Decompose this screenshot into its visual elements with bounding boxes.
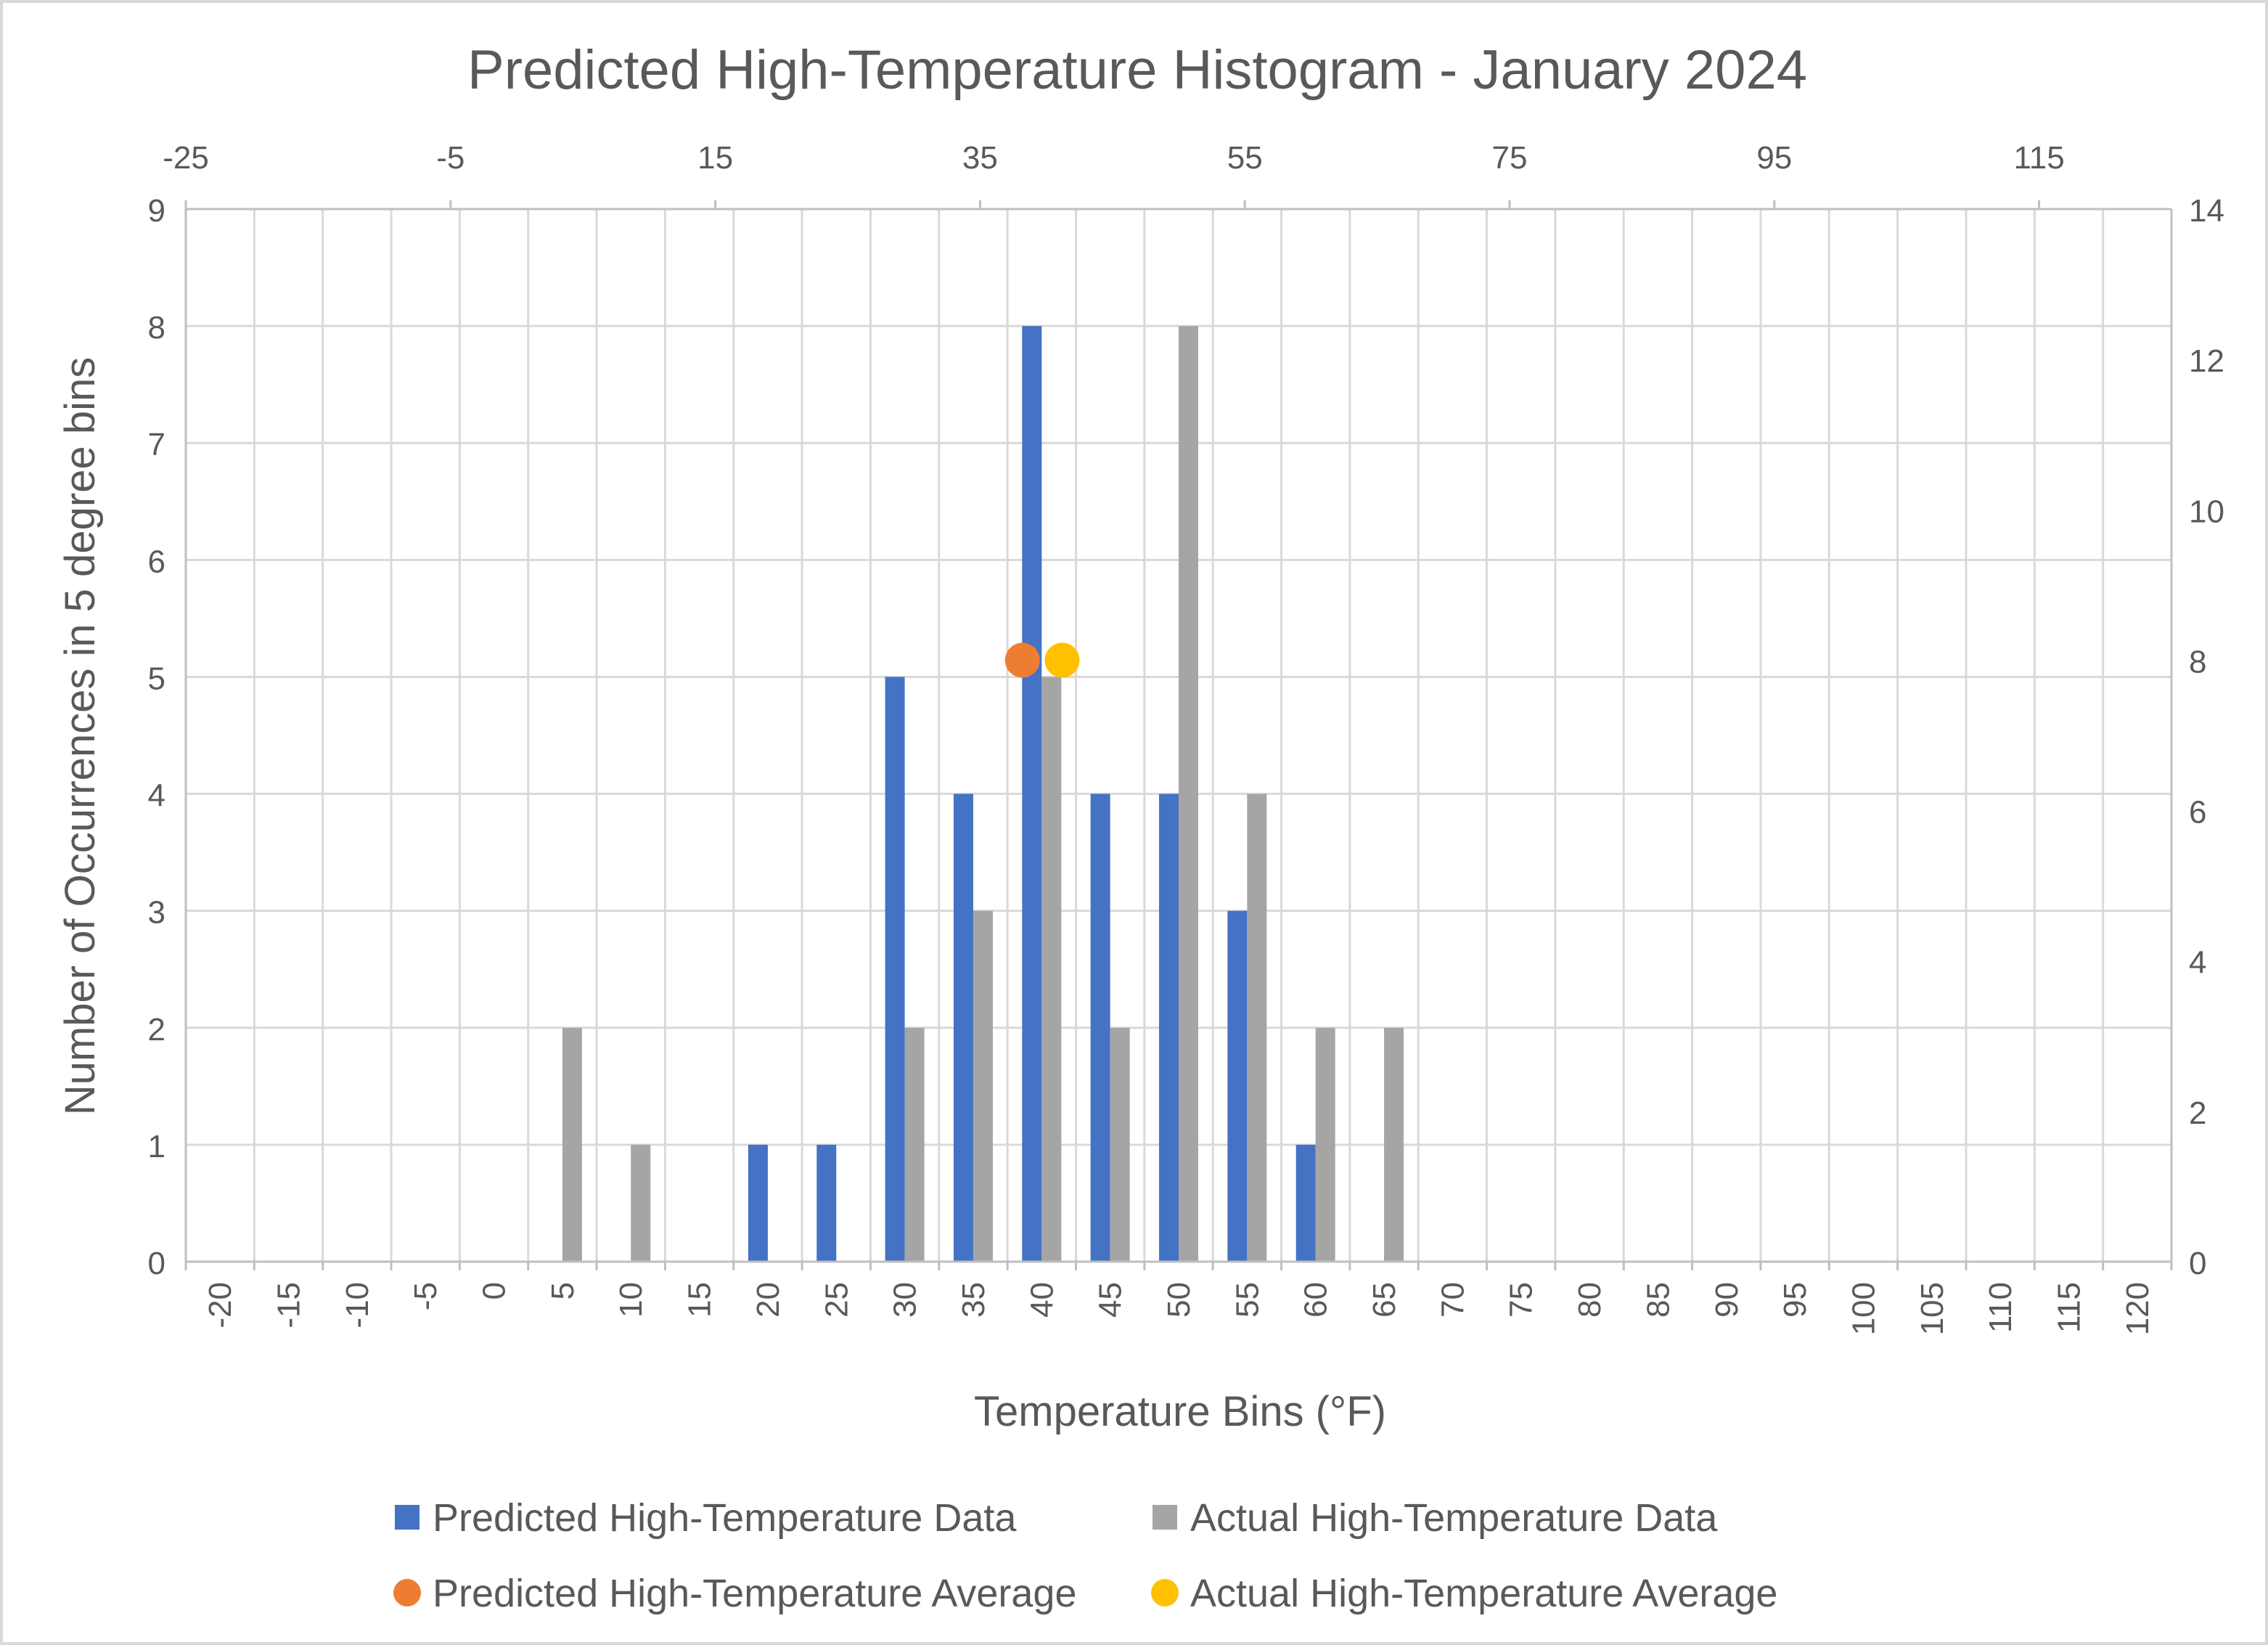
- x-tick-label: 90: [1709, 1282, 1745, 1318]
- secondary-x-tick-label: 15: [697, 140, 733, 176]
- y-tick-label: 6: [148, 544, 165, 579]
- x-tick-label: 0: [477, 1282, 512, 1299]
- secondary-y-tick-label: 0: [2189, 1246, 2206, 1281]
- bar-actual: [631, 1144, 651, 1262]
- bar-predicted: [953, 793, 973, 1262]
- x-tick-label: 80: [1572, 1282, 1608, 1318]
- bar-actual: [973, 910, 993, 1262]
- x-tick-label: 55: [1229, 1282, 1265, 1318]
- x-tick-label: 5: [545, 1282, 581, 1299]
- bar-predicted: [1227, 910, 1248, 1262]
- y-axis-title: Number of Occurrences in 5 degree bins: [57, 357, 104, 1116]
- y-tick-label: 1: [148, 1129, 165, 1164]
- x-tick-label: 60: [1298, 1282, 1334, 1318]
- secondary-y-tick-label: 14: [2189, 193, 2224, 229]
- bar-actual: [904, 1027, 925, 1262]
- legend-label: Predicted High-Temperature Data: [433, 1496, 1017, 1540]
- actual-average-marker: [1044, 642, 1080, 678]
- bar-actual: [1041, 677, 1062, 1262]
- x-tick-label: 110: [1983, 1282, 2018, 1333]
- legend-label: Actual High-Temperature Average: [1190, 1572, 1777, 1615]
- x-tick-label: 105: [1915, 1282, 1950, 1335]
- secondary-x-tick-label: 75: [1492, 140, 1528, 176]
- y-tick-label: 3: [148, 895, 165, 931]
- bar-predicted: [1295, 1144, 1316, 1262]
- bar-predicted: [1090, 793, 1110, 1262]
- secondary-y-tick-label: 12: [2189, 343, 2224, 379]
- secondary-x-tick-label: 95: [1756, 140, 1792, 176]
- x-tick-label: -20: [202, 1282, 238, 1328]
- y-tick-label: 0: [148, 1246, 165, 1281]
- legend-marker: [1151, 1579, 1179, 1607]
- secondary-y-tick-label: 10: [2189, 494, 2224, 529]
- bar-actual: [562, 1027, 582, 1262]
- bar-actual: [1315, 1027, 1335, 1262]
- bar-predicted: [748, 1144, 768, 1262]
- secondary-y-tick-label: 4: [2189, 945, 2206, 981]
- secondary-y-tick-label: 2: [2189, 1095, 2206, 1131]
- x-tick-label: 20: [750, 1282, 786, 1318]
- bar-actual: [1179, 326, 1198, 1262]
- x-tick-label: 35: [956, 1282, 991, 1318]
- bar-actual: [1247, 793, 1267, 1262]
- bar-actual: [1110, 1027, 1130, 1262]
- secondary-x-tick-label: 35: [962, 140, 998, 176]
- predicted-average-marker: [1004, 642, 1040, 678]
- bar-predicted: [1022, 326, 1042, 1262]
- y-tick-label: 2: [148, 1012, 165, 1048]
- secondary-x-tick-label: 55: [1227, 140, 1263, 176]
- bar-predicted: [1159, 793, 1179, 1262]
- x-tick-label: 75: [1504, 1282, 1539, 1318]
- legend-marker: [393, 1579, 421, 1607]
- secondary-y-tick-label: 6: [2189, 795, 2206, 830]
- x-tick-label: 120: [2120, 1282, 2156, 1335]
- y-tick-label: 8: [148, 310, 165, 346]
- legend-label: Predicted High-Temperature Average: [433, 1572, 1077, 1615]
- x-tick-label: 40: [1024, 1282, 1060, 1318]
- bar-predicted: [816, 1144, 837, 1262]
- x-tick-label: -5: [408, 1282, 443, 1310]
- x-tick-label: 30: [888, 1282, 923, 1318]
- y-tick-label: 5: [148, 661, 165, 696]
- x-tick-label: 85: [1640, 1282, 1676, 1318]
- x-tick-label: 70: [1435, 1282, 1470, 1318]
- legend: Predicted High-Temperature Data Actual Hi…: [393, 1496, 1777, 1615]
- secondary-x-tick-label: -25: [163, 140, 209, 176]
- bar-predicted: [885, 677, 905, 1262]
- x-tick-label: 45: [1093, 1282, 1129, 1318]
- y-tick-label: 7: [148, 427, 165, 462]
- gridlines: [184, 208, 2173, 1263]
- x-tick-label: -15: [271, 1282, 307, 1328]
- bars: [562, 326, 1404, 1262]
- bar-actual: [1384, 1027, 1404, 1262]
- x-tick-label: 95: [1777, 1282, 1813, 1318]
- x-tick-label: 115: [2051, 1282, 2087, 1333]
- legend-swatch: [1153, 1505, 1177, 1530]
- x-tick-label: 65: [1367, 1282, 1402, 1318]
- x-tick-label: 100: [1846, 1282, 1881, 1335]
- secondary-x-tick-label: 115: [2014, 140, 2065, 176]
- x-tick-label: 15: [682, 1282, 718, 1318]
- x-axis-title: Temperature Bins (°F): [974, 1388, 1386, 1435]
- y-tick-label: 4: [148, 778, 165, 814]
- secondary-x-tick-label: -5: [436, 140, 464, 176]
- x-tick-label: 10: [613, 1282, 649, 1318]
- legend-swatch: [395, 1505, 419, 1530]
- x-tick-label: 50: [1161, 1282, 1197, 1318]
- x-tick-label: -10: [340, 1282, 375, 1328]
- y-tick-label: 9: [148, 193, 165, 229]
- x-tick-label: 25: [819, 1282, 854, 1318]
- legend-label: Actual High-Temperature Data: [1190, 1496, 1718, 1540]
- histogram-chart: Predicted High-Temperature Histogram - J…: [57, 39, 2224, 1615]
- average-markers: [1004, 642, 1080, 678]
- secondary-y-tick-label: 8: [2189, 644, 2206, 679]
- chart-title: Predicted High-Temperature Histogram - J…: [467, 39, 1807, 101]
